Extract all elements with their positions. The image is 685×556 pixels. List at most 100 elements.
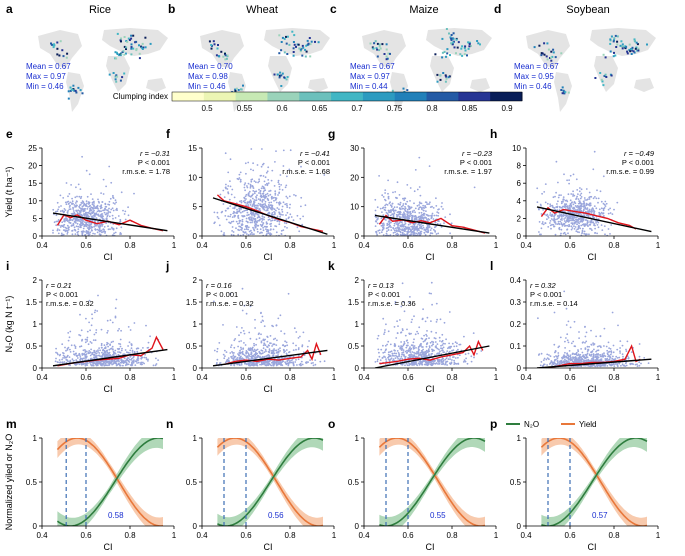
scatter-point [82, 349, 85, 352]
scatter-point [604, 200, 607, 203]
scatter-point [242, 358, 245, 360]
scatter-point [94, 233, 96, 235]
scatter-point [404, 197, 406, 200]
scatter-point [430, 292, 432, 295]
scatter-point [560, 232, 562, 235]
scatter-point [278, 208, 280, 211]
scatter-point [450, 222, 453, 225]
cropland-pixel [297, 43, 300, 46]
scatter-point [265, 228, 267, 231]
scatter-point [117, 329, 119, 332]
scatter-point [238, 173, 241, 176]
scatter-point [425, 333, 427, 336]
cropland-pixel [234, 89, 237, 92]
scatter-point [597, 226, 600, 229]
scatter-point [413, 351, 415, 354]
scatter-point [262, 222, 265, 225]
scatter-point [95, 217, 98, 220]
cropland-pixel [602, 84, 605, 87]
scatter-point [271, 212, 274, 214]
scatter-point [560, 228, 563, 231]
scatter-point [396, 211, 399, 214]
scatter-point [553, 225, 556, 228]
scatter-point [246, 211, 249, 214]
scatter-point [65, 349, 67, 352]
scatter-point [103, 344, 106, 347]
y-tick-label: 0.5 [26, 342, 38, 351]
scatter-point [75, 219, 78, 222]
scatter-point [554, 208, 557, 211]
scatter-point [248, 217, 251, 220]
scatter-point [76, 219, 79, 222]
scatter-point [250, 213, 253, 216]
panel-letter: a [6, 2, 13, 16]
scatter-point [247, 161, 250, 164]
scatter-point [256, 194, 258, 197]
scatter-point [71, 197, 73, 200]
cropland-pixel [285, 42, 288, 45]
colorbar-segment [490, 92, 523, 101]
scatter-point [432, 228, 435, 231]
scatter-point [278, 201, 281, 204]
scatter-point [97, 351, 99, 353]
scatter-point [257, 198, 260, 201]
scatter-point [260, 321, 263, 324]
scatter-point [83, 352, 85, 355]
y-tick-label: 10 [188, 173, 197, 182]
scatter-point [82, 210, 85, 213]
scatter-point [118, 342, 120, 345]
scatter-point [577, 226, 580, 229]
scatter-point [133, 359, 135, 362]
cropland-pixel [74, 89, 77, 92]
scatter-point [265, 350, 267, 353]
scatter-point [57, 219, 60, 221]
scatter-point [237, 216, 239, 218]
scatter-point [443, 222, 445, 225]
plot-area [52, 155, 168, 236]
scatter-point [590, 210, 593, 213]
scatter-point [275, 209, 277, 212]
y-tick-label: 20 [350, 173, 359, 182]
scatter-point [274, 225, 276, 227]
scatter-point [399, 220, 402, 223]
scatter-point [82, 357, 85, 360]
scatter-point [254, 327, 256, 329]
scatter-point [577, 198, 580, 201]
scatter-point [385, 203, 388, 206]
scatter-point [127, 363, 130, 366]
scatter-point [88, 173, 91, 176]
scatter-point [430, 362, 433, 364]
scatter-point [272, 343, 275, 346]
scatter-point [102, 349, 104, 352]
scatter-point [415, 232, 418, 235]
scatter-point [584, 210, 587, 213]
scatter-point [408, 217, 410, 220]
scatter-point [125, 359, 127, 362]
scatter-point [397, 352, 400, 354]
scatter-point [95, 363, 97, 366]
scatter-point [281, 205, 284, 208]
scatter-point [274, 212, 276, 214]
cropland-pixel [304, 48, 307, 51]
scatter-point [382, 344, 384, 347]
scatter-point [380, 217, 383, 220]
scatter-point [239, 349, 241, 352]
cropland-pixel [299, 50, 302, 53]
scatter-point [429, 229, 432, 232]
scatter-point [230, 220, 233, 223]
scatter-point [427, 349, 430, 352]
scatter-point [141, 363, 144, 366]
scatter-point [99, 205, 102, 208]
scatter-point [72, 206, 74, 209]
cropland-pixel [210, 47, 213, 50]
scatter-point [418, 215, 420, 218]
cropland-pixel [140, 46, 143, 49]
scatter-point [262, 229, 265, 232]
scatter-point [557, 196, 560, 199]
scatter-point [144, 353, 147, 356]
scatter-point [126, 359, 129, 362]
scatter-point [55, 214, 58, 217]
scatter-point [275, 231, 278, 234]
scatter-point [272, 349, 274, 352]
stat-rmse: r.m.s.e. = 0.32 [46, 299, 94, 308]
